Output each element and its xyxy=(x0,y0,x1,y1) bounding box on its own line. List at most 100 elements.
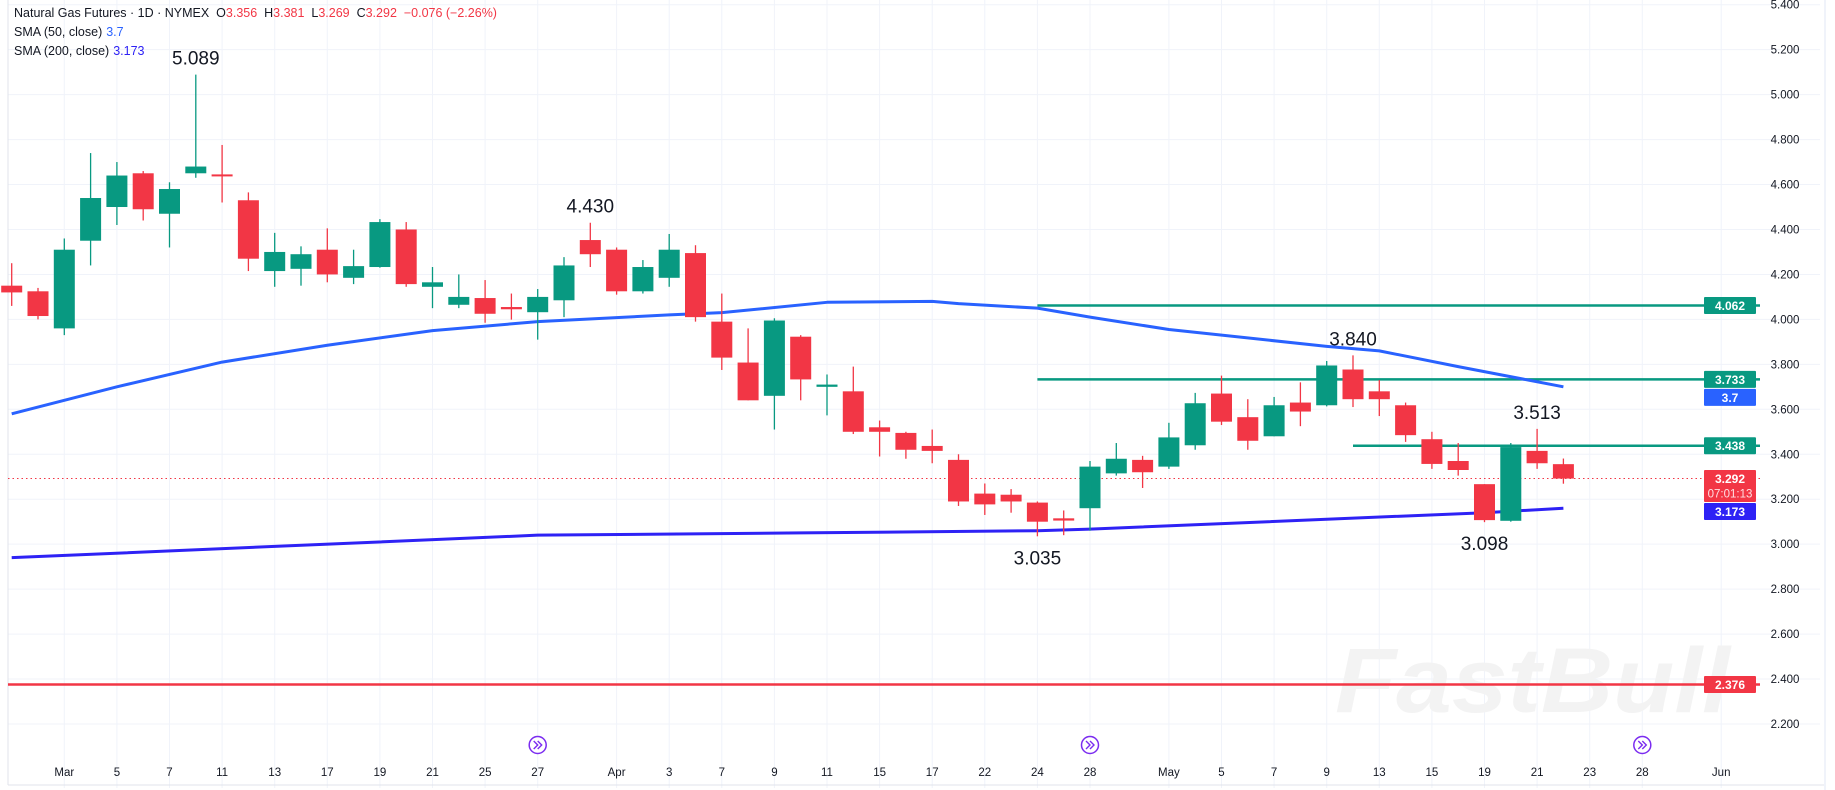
price-axis-label: 2.800 xyxy=(1771,584,1800,596)
time-axis-label: 19 xyxy=(1478,767,1491,779)
candle-body xyxy=(1526,450,1548,464)
price-annotation: 3.035 xyxy=(1014,548,1062,569)
price-tag-countdown: 07:01:13 xyxy=(1708,489,1753,501)
candle-body xyxy=(1395,405,1417,436)
time-axis-label: 27 xyxy=(531,767,544,779)
time-axis-label: 23 xyxy=(1583,767,1596,779)
price-tag xyxy=(1704,388,1756,406)
time-axis-label: 17 xyxy=(321,767,334,779)
candle-body xyxy=(1,285,23,293)
low-label: L xyxy=(311,6,319,20)
level-price-tag xyxy=(1704,296,1756,314)
sma200-label: SMA (200, close) xyxy=(14,44,110,58)
price-axis-label: 3.600 xyxy=(1771,404,1800,416)
candle-body xyxy=(1342,369,1364,400)
candle-body xyxy=(974,493,996,505)
time-axis-label: 19 xyxy=(374,767,387,779)
candle-body xyxy=(1184,403,1206,446)
time-axis-label: 17 xyxy=(926,767,939,779)
candle-body xyxy=(1500,447,1522,521)
time-axis-label: 9 xyxy=(771,767,777,779)
candle-body xyxy=(343,266,365,278)
price-axis-label: 2.400 xyxy=(1771,674,1800,686)
candle-body xyxy=(211,174,233,177)
price-tag-text: 3.173 xyxy=(1715,505,1745,519)
event-icon-arrows xyxy=(1637,740,1648,750)
event-icon-arrows xyxy=(533,740,543,750)
sma50-legend[interactable]: SMA (50, close) 3.7 xyxy=(14,23,497,42)
time-axis-label: 7 xyxy=(166,767,172,779)
sma200-value: 3.173 xyxy=(113,44,145,58)
candle-body xyxy=(921,445,943,451)
price-annotation: 3.098 xyxy=(1461,534,1509,555)
time-axis-label: 7 xyxy=(719,767,725,779)
price-axis-label: 5.200 xyxy=(1771,45,1800,57)
time-axis-label: 24 xyxy=(1031,767,1044,779)
candle-body xyxy=(1026,502,1048,522)
time-axis-label: 15 xyxy=(1426,767,1439,779)
candle-body xyxy=(606,249,628,292)
time-axis-label: Apr xyxy=(608,767,626,779)
high-value: 3.381 xyxy=(273,6,305,20)
price-axis-label: 4.600 xyxy=(1771,180,1800,192)
candle-body xyxy=(790,336,812,380)
time-axis-label: 21 xyxy=(1531,767,1544,779)
candle-body xyxy=(1368,391,1390,400)
price-axis-label: 5.000 xyxy=(1771,90,1800,102)
price-axis-separator xyxy=(1824,0,1826,790)
level-price-tag xyxy=(1704,675,1756,693)
candle-body xyxy=(369,222,391,268)
candle-body xyxy=(1079,466,1101,509)
time-axis-label: 13 xyxy=(1373,767,1386,779)
price-tag xyxy=(1704,503,1756,521)
sma50-value: 3.7 xyxy=(106,25,124,39)
candle-body xyxy=(816,384,838,387)
price-annotation: 4.430 xyxy=(567,197,615,218)
candle-body xyxy=(264,251,286,272)
time-axis-label: 11 xyxy=(216,767,228,779)
price-axis-label: 3.800 xyxy=(1771,359,1800,371)
time-axis-label: 28 xyxy=(1084,767,1097,779)
candle-body xyxy=(553,265,575,301)
symbol-row: Natural Gas Futures · 1D · NYMEX O3.356 … xyxy=(14,4,497,23)
candle-body xyxy=(737,362,759,401)
candle-body xyxy=(1421,439,1443,464)
time-axis-label: 22 xyxy=(978,767,991,779)
event-icon-arrows xyxy=(1085,740,1095,750)
time-axis-label: 11 xyxy=(821,767,833,779)
level-price-tag-text: 2.376 xyxy=(1715,678,1745,692)
level-price-tag xyxy=(1704,437,1756,455)
candle-body xyxy=(1053,518,1075,521)
open-value: 3.356 xyxy=(225,6,258,20)
candle-body xyxy=(53,249,75,329)
sma200-legend[interactable]: SMA (200, close) 3.173 xyxy=(14,42,497,61)
time-axis-label: 28 xyxy=(1636,767,1649,779)
candle-body xyxy=(422,282,443,287)
time-axis-label: 15 xyxy=(873,767,886,779)
price-axis-label: 4.800 xyxy=(1771,135,1800,147)
candle-body xyxy=(1447,461,1469,470)
close-value: 3.292 xyxy=(365,6,397,20)
close-label: C xyxy=(356,6,366,20)
candle-body xyxy=(685,253,706,318)
candle-body xyxy=(1316,365,1338,406)
candle-body xyxy=(290,254,312,269)
symbol-title[interactable]: Natural Gas Futures · 1D · NYMEX xyxy=(14,6,210,20)
candle-body xyxy=(711,321,733,358)
time-axis-label: 25 xyxy=(479,767,492,779)
change-value: −0.076 (−2.26%) xyxy=(403,6,497,20)
candle-body xyxy=(316,249,338,275)
candle-body xyxy=(106,175,128,208)
sma50-label: SMA (50, close) xyxy=(14,25,103,39)
price-tag-text: 3.292 xyxy=(1715,472,1745,486)
high-label: H xyxy=(264,6,274,20)
candle-body xyxy=(1263,405,1285,437)
candle-body xyxy=(159,189,180,214)
candle-body xyxy=(527,296,549,313)
price-axis-label: 2.600 xyxy=(1771,629,1800,641)
candle-body xyxy=(80,198,102,241)
candle-body xyxy=(895,432,917,450)
price-annotation: 3.513 xyxy=(1513,403,1561,424)
candle-body xyxy=(763,320,785,396)
